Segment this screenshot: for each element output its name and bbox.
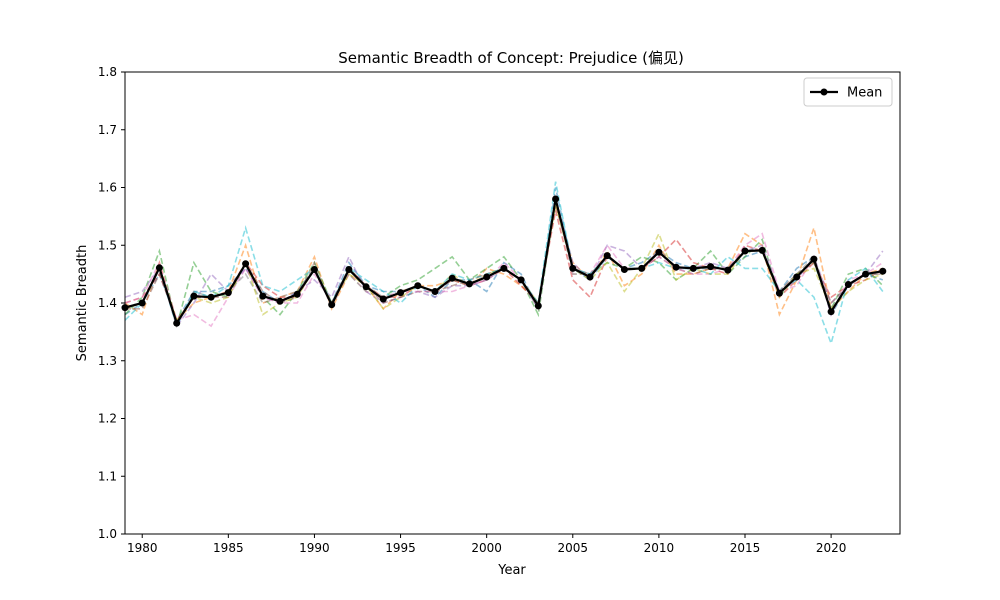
- x-tick-label: 2010: [644, 541, 675, 555]
- mean-point: [638, 264, 646, 272]
- mean-point: [879, 267, 887, 275]
- mean-point: [465, 280, 473, 288]
- y-tick-label: 1.1: [98, 469, 117, 483]
- mean-point: [259, 292, 267, 300]
- mean-point: [328, 301, 336, 309]
- mean-point: [603, 252, 611, 260]
- mean-point: [207, 293, 215, 301]
- mean-point: [534, 302, 542, 310]
- x-tick-label: 1980: [127, 541, 158, 555]
- y-tick-label: 1.6: [98, 181, 117, 195]
- mean-point: [362, 283, 370, 291]
- mean-series: [121, 195, 887, 327]
- mean-point: [276, 297, 284, 305]
- chart-title: Semantic Breadth of Concept: Prejudice (…: [338, 49, 684, 67]
- mean-point: [190, 292, 198, 300]
- x-tick-label: 1990: [299, 541, 330, 555]
- mean-point: [775, 289, 783, 297]
- mean-point: [173, 319, 181, 327]
- y-tick-label: 1.4: [98, 296, 117, 310]
- mean-point: [655, 248, 663, 256]
- mean-point: [500, 264, 508, 272]
- mean-point: [672, 263, 680, 271]
- mean-point: [862, 270, 870, 278]
- mean-point: [552, 195, 560, 203]
- mean-point: [138, 299, 146, 307]
- mean-point: [827, 308, 835, 316]
- legend-box: [803, 77, 893, 107]
- mean-point: [379, 295, 387, 303]
- x-tick-label: 2005: [558, 541, 589, 555]
- mean-point: [689, 264, 697, 272]
- mean-point: [397, 289, 405, 297]
- y-axis-ticks: 1.0 1.1 1.2 1.3 1.4 1.5 1.6 1.7 1.8: [98, 65, 125, 541]
- legend-mean-marker: [820, 88, 828, 96]
- run-line-7: [124, 198, 884, 328]
- mean-point: [483, 273, 491, 281]
- mean-point: [569, 264, 577, 272]
- mean-point: [242, 260, 250, 268]
- y-tick-label: 1.2: [98, 412, 117, 426]
- mean-point: [431, 288, 439, 295]
- y-tick-label: 1.3: [98, 354, 117, 368]
- legend-mean-label: Mean: [847, 86, 882, 101]
- mean-point: [793, 273, 801, 281]
- mean-point: [293, 290, 301, 298]
- mean-point: [345, 266, 353, 273]
- run-line-2: [124, 204, 884, 322]
- mean-point: [448, 274, 456, 282]
- mean-point: [810, 255, 818, 263]
- mean-point: [707, 263, 715, 271]
- x-tick-label: 2000: [471, 541, 502, 555]
- x-axis-ticks: 1980 1985 1990 1995 2000 2005 2010 2015 2020: [127, 534, 846, 555]
- y-tick-label: 1.5: [98, 238, 117, 252]
- x-tick-label: 2020: [816, 541, 847, 555]
- mean-point: [414, 282, 422, 290]
- run-line-1: [124, 187, 884, 323]
- legend: Mean: [803, 77, 893, 107]
- y-tick-label: 1.0: [98, 527, 117, 541]
- x-tick-label: 1995: [385, 541, 416, 555]
- mean-point: [741, 247, 749, 255]
- mean-point: [155, 264, 163, 272]
- y-tick-label: 1.7: [98, 123, 117, 137]
- mean-point: [310, 266, 318, 273]
- x-tick-label: 1985: [213, 541, 244, 555]
- mean-point: [844, 281, 852, 288]
- x-axis-label: Year: [497, 563, 526, 578]
- mean-point: [586, 273, 594, 281]
- mean-point: [517, 276, 525, 284]
- mean-point: [620, 266, 628, 273]
- y-axis-label: Semantic Breadth: [75, 245, 90, 362]
- mean-point: [758, 246, 766, 254]
- mean-point: [224, 289, 232, 297]
- y-tick-label: 1.8: [98, 65, 117, 79]
- mean-point: [724, 266, 732, 274]
- x-tick-label: 2015: [730, 541, 761, 555]
